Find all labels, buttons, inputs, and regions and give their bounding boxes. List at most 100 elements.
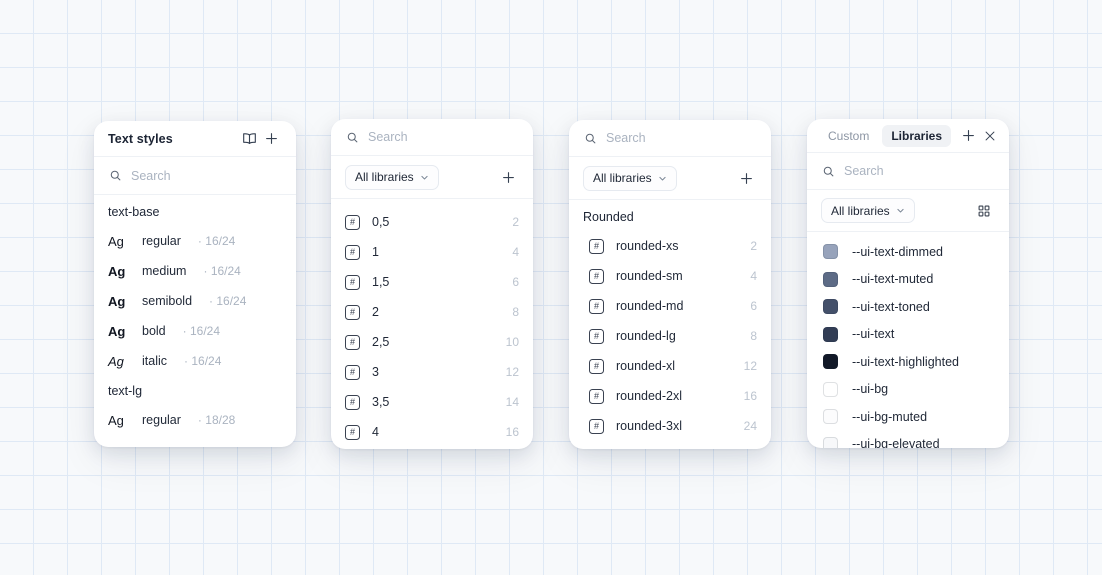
search-input[interactable]: Search <box>606 131 646 145</box>
table-row[interactable]: #0,5 2 <box>331 207 533 237</box>
token-name: 3,5 <box>372 395 390 409</box>
table-row[interactable]: #1 4 <box>331 237 533 267</box>
table-row[interactable]: --ui-bg <box>807 376 1009 404</box>
libraries-search[interactable]: Search <box>807 153 1009 190</box>
hash-icon: # <box>589 238 604 254</box>
table-row[interactable]: # rounded-lg 8 <box>569 321 771 351</box>
token-name: 1,5 <box>372 275 390 289</box>
book-icon[interactable] <box>238 128 260 150</box>
token-value: 12 <box>743 359 757 373</box>
table-row[interactable]: #3 12 <box>331 357 533 387</box>
hash-icon: # <box>345 304 360 320</box>
list-item[interactable]: Ag bold · 16/24 <box>94 316 296 346</box>
style-metrics: · 16/24 <box>184 354 222 368</box>
table-row[interactable]: #1,5 6 <box>331 267 533 297</box>
token-name: --ui-bg-muted <box>852 409 928 424</box>
spacing-list: #0,5 2 #1 4 #1,5 6 #2 8 #2,5 10 #3 12 #3,5 14 #… <box>331 199 533 449</box>
tab-libraries[interactable]: Libraries <box>882 124 952 147</box>
token-name: 1 <box>372 245 379 259</box>
search-icon <box>583 131 597 145</box>
list-item[interactable]: Ag regular · 16/24 <box>94 226 296 256</box>
table-row[interactable]: #4 16 <box>331 417 533 447</box>
text-styles-search[interactable]: Search <box>94 157 296 195</box>
table-row[interactable]: #3,5 14 <box>331 387 533 417</box>
radius-list: Rounded # rounded-xs 2 # rounded-sm 4 # round… <box>569 200 771 449</box>
token-name: rounded-lg <box>616 329 676 343</box>
table-row[interactable]: --ui-text-toned <box>807 293 1009 321</box>
table-row[interactable]: # rounded-xs 2 <box>569 231 771 261</box>
style-preview: Ag <box>108 412 124 428</box>
text-styles-list: text-base Ag regular · 16/24 Ag medium ·… <box>94 195 296 447</box>
search-input[interactable]: Search <box>368 130 408 144</box>
token-value: 10 <box>505 335 519 349</box>
table-row[interactable]: --ui-text-dimmed <box>807 238 1009 266</box>
plus-icon[interactable] <box>260 128 282 150</box>
list-item[interactable]: Ag regular · 18/28 <box>94 405 296 435</box>
close-panel-button[interactable] <box>981 125 999 147</box>
style-weight: regular <box>142 234 181 248</box>
token-value: 12 <box>505 365 519 379</box>
list-item[interactable]: Ag semibold · 16/24 <box>94 286 296 316</box>
spacing-search[interactable]: Search <box>331 119 533 156</box>
group-label-text-base: text-base <box>108 205 160 219</box>
style-preview: Ag <box>108 263 126 279</box>
token-name: rounded-sm <box>616 269 683 283</box>
table-row[interactable]: # rounded-3xl 24 <box>569 411 771 441</box>
color-swatch <box>823 326 838 342</box>
token-value: 2 <box>750 239 757 253</box>
token-name: --ui-bg-elevated <box>852 437 940 448</box>
style-metrics: · 16/24 <box>197 234 236 248</box>
text-styles-header: Text styles <box>94 121 296 157</box>
library-filter-label: All libraries <box>355 170 414 184</box>
table-row[interactable]: #2 8 <box>331 297 533 327</box>
style-weight: semibold <box>142 294 193 308</box>
library-filter-dropdown[interactable]: All libraries <box>583 165 677 191</box>
token-name: --ui-bg <box>852 382 889 397</box>
color-swatch <box>823 381 838 397</box>
table-row[interactable]: --ui-text <box>807 321 1009 349</box>
add-token-button[interactable] <box>497 166 519 188</box>
token-name: rounded-xs <box>616 239 679 253</box>
token-name: 0,5 <box>372 215 390 229</box>
plus-icon <box>962 130 974 141</box>
hash-icon: # <box>345 334 360 350</box>
table-row[interactable]: # rounded-2xl 16 <box>569 381 771 411</box>
token-name: rounded-3xl <box>616 419 683 433</box>
table-row[interactable]: # rounded-sm 4 <box>569 261 771 291</box>
table-row[interactable]: --ui-bg-muted <box>807 403 1009 431</box>
search-input[interactable]: Search <box>844 164 884 178</box>
token-name: --ui-text <box>852 327 895 342</box>
add-token-button[interactable] <box>735 167 757 189</box>
tab-custom[interactable]: Custom <box>828 128 870 143</box>
style-metrics: · 16/24 <box>182 324 221 338</box>
style-weight: regular <box>142 413 181 427</box>
style-weight: italic <box>142 354 168 368</box>
library-filter-dropdown[interactable]: All libraries <box>821 198 915 223</box>
table-row[interactable]: --ui-bg-elevated <box>807 431 1009 448</box>
radius-search[interactable]: Search <box>569 120 771 157</box>
token-value: 2 <box>512 215 519 229</box>
add-library-button[interactable] <box>959 125 977 147</box>
plus-icon <box>740 172 752 184</box>
table-row[interactable]: --ui-text-highlighted <box>807 348 1009 376</box>
plus-icon <box>502 171 514 183</box>
grid-view-icon[interactable] <box>973 200 995 222</box>
hash-icon: # <box>345 424 360 440</box>
token-name: rounded-md <box>616 299 684 313</box>
token-value: 6 <box>750 299 757 313</box>
library-filter-dropdown[interactable]: All libraries <box>345 164 439 190</box>
list-item[interactable]: Ag italic · 16/24 <box>94 346 296 376</box>
token-value: 16 <box>743 389 757 403</box>
token-name: --ui-text-dimmed <box>852 244 943 259</box>
table-row[interactable]: #2,5 10 <box>331 327 533 357</box>
table-row[interactable]: # rounded-md 6 <box>569 291 771 321</box>
search-input[interactable]: Search <box>131 168 171 183</box>
hash-icon: # <box>589 328 604 344</box>
color-swatch <box>823 244 838 260</box>
list-item[interactable]: Ag medium · 16/24 <box>94 256 296 286</box>
table-row[interactable]: # rounded-xl 12 <box>569 351 771 381</box>
hash-icon: # <box>345 274 360 290</box>
spacing-scale-panel: Search All libraries #0,5 2 #1 4 #1,5 6 #2 8… <box>331 119 533 449</box>
table-row[interactable]: --ui-text-muted <box>807 266 1009 294</box>
spacing-filter-row: All libraries <box>331 156 533 199</box>
